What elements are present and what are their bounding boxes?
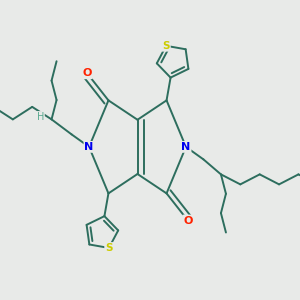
Text: N: N [84,142,94,152]
Text: O: O [82,68,92,78]
Text: H: H [37,112,44,122]
Text: S: S [105,243,112,253]
Text: O: O [183,215,193,226]
Text: S: S [162,41,170,51]
Text: N: N [181,142,190,152]
